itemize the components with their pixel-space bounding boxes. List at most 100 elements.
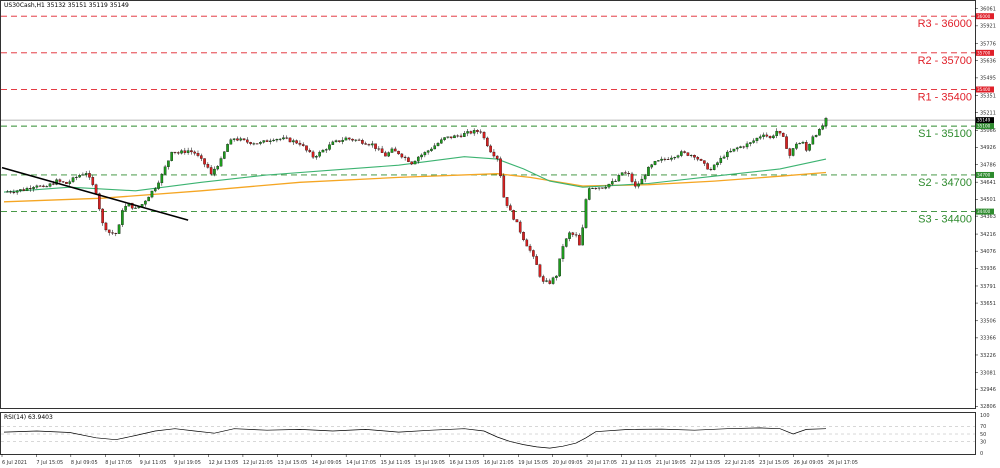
candle-bear: [101, 208, 104, 224]
candle-bear: [42, 185, 45, 187]
y-tick-label: 32806: [980, 404, 996, 410]
y-tick-label: 36061: [980, 7, 996, 13]
candle-bear: [203, 158, 206, 165]
candle-bull: [735, 147, 739, 150]
candle-bear: [624, 172, 627, 174]
candle-bull: [643, 175, 647, 180]
candle-bull: [791, 148, 795, 156]
current-price-tag: [976, 117, 994, 124]
candle-bear: [459, 135, 463, 137]
x-tick-label: 20 Jul 17:05: [587, 460, 617, 466]
candle-bull: [48, 183, 52, 187]
candle-bear: [509, 205, 512, 211]
candle-bull: [150, 190, 154, 198]
candle-bear: [209, 167, 213, 175]
y-tick-label: 34501: [980, 197, 996, 203]
candle-bull: [15, 190, 19, 193]
candle-bear: [364, 143, 367, 145]
x-tick-label: 12 Jul 13:05: [209, 460, 239, 466]
candle-bear: [785, 136, 788, 149]
level-price-tag-text: 36000: [977, 14, 991, 19]
candle-bull: [463, 133, 466, 137]
candle-bear: [630, 173, 634, 182]
rsi-line: [3, 427, 827, 449]
candle-bear: [407, 157, 410, 162]
x-tick-label: 15 Jul 19:05: [415, 460, 445, 466]
candle-bear: [285, 137, 289, 139]
x-tick-label: 16 Jul 13:05: [449, 460, 479, 466]
candle-bear: [400, 153, 404, 158]
rsi-header: RSI(14) 63.9403: [4, 414, 53, 421]
candle-bull: [436, 143, 440, 146]
candle-bear: [515, 219, 519, 223]
level-label: S1 - 35100: [918, 128, 972, 140]
candle-bull: [315, 156, 318, 158]
candle-bear: [190, 150, 193, 153]
candle-bear: [377, 148, 381, 150]
candle-bear: [91, 177, 95, 185]
candle-bear: [114, 232, 118, 234]
candle-bull: [328, 144, 331, 150]
x-axis-ticks: 6 Jul 2021 7 Jul 15:05 8 Jul 09:05 8 Jul 17…: [1, 454, 858, 466]
candle-bear: [489, 145, 492, 153]
x-tick-label: 6 Jul 2021: [2, 460, 27, 466]
y-tick-label: 35351: [980, 93, 996, 99]
candle-bull: [587, 188, 591, 200]
x-tick-label: 22 Jul 21:05: [725, 460, 755, 466]
candle-bull: [19, 189, 22, 191]
candle-bull: [25, 188, 29, 191]
candle-bull: [712, 164, 716, 170]
candle-bear: [703, 160, 706, 164]
candle-bear: [12, 192, 16, 193]
level-label: R1 - 35400: [918, 91, 972, 103]
candle-bull: [811, 136, 815, 145]
y-tick-label: 34786: [980, 162, 996, 168]
candle-bull: [278, 138, 282, 140]
candle-bear: [768, 136, 772, 139]
candle-bull: [758, 136, 762, 139]
candle-bear: [476, 130, 479, 132]
candle-bull: [121, 210, 124, 225]
candle-bear: [380, 148, 384, 153]
x-tick-label: 26 Jul 17:05: [828, 460, 858, 466]
candle-bull: [443, 137, 446, 140]
candle-bull: [269, 140, 272, 142]
candle-bear: [104, 222, 108, 231]
level-price-tag-text: 35400: [977, 87, 991, 92]
candle-bear: [384, 152, 387, 157]
candle-bull: [739, 146, 742, 148]
candle-bear: [742, 146, 746, 148]
candle-bull: [167, 160, 170, 167]
rsi-tick-label: 30: [980, 439, 986, 445]
candle-bear: [535, 256, 538, 265]
x-tick-label: 16 Jul 21:05: [484, 460, 514, 466]
x-tick-label: 7 Jul 15:05: [36, 460, 63, 466]
level-price-tag: [976, 86, 994, 93]
candle-bear: [410, 161, 414, 165]
candle-bull: [726, 151, 729, 158]
candle-bear: [288, 137, 292, 143]
candle-bear: [347, 137, 351, 140]
candle-bear: [479, 131, 483, 133]
y-tick-label: 34641: [980, 180, 996, 186]
candle-bull: [670, 157, 673, 160]
candle-bear: [338, 140, 341, 142]
candle-bear: [301, 144, 305, 146]
trendline: [1, 166, 189, 221]
candle-bear: [403, 156, 407, 158]
level-label: R3 - 36000: [918, 18, 972, 30]
candle-bull: [722, 156, 726, 159]
candle-bear: [183, 150, 187, 153]
x-tick-label: 13 Jul 15:05: [277, 460, 307, 466]
level-price-tag-text: 35100: [977, 124, 991, 129]
candle-bull: [673, 157, 677, 159]
candle-bull: [610, 181, 614, 185]
candle-bull: [433, 145, 437, 150]
moving-averages: [3, 156, 827, 203]
candle-bear: [627, 173, 631, 175]
candle-bear: [9, 191, 12, 193]
candle-bear: [541, 276, 545, 282]
x-tick-label: 9 Jul 19:05: [174, 460, 201, 466]
candle-bull: [341, 139, 344, 142]
